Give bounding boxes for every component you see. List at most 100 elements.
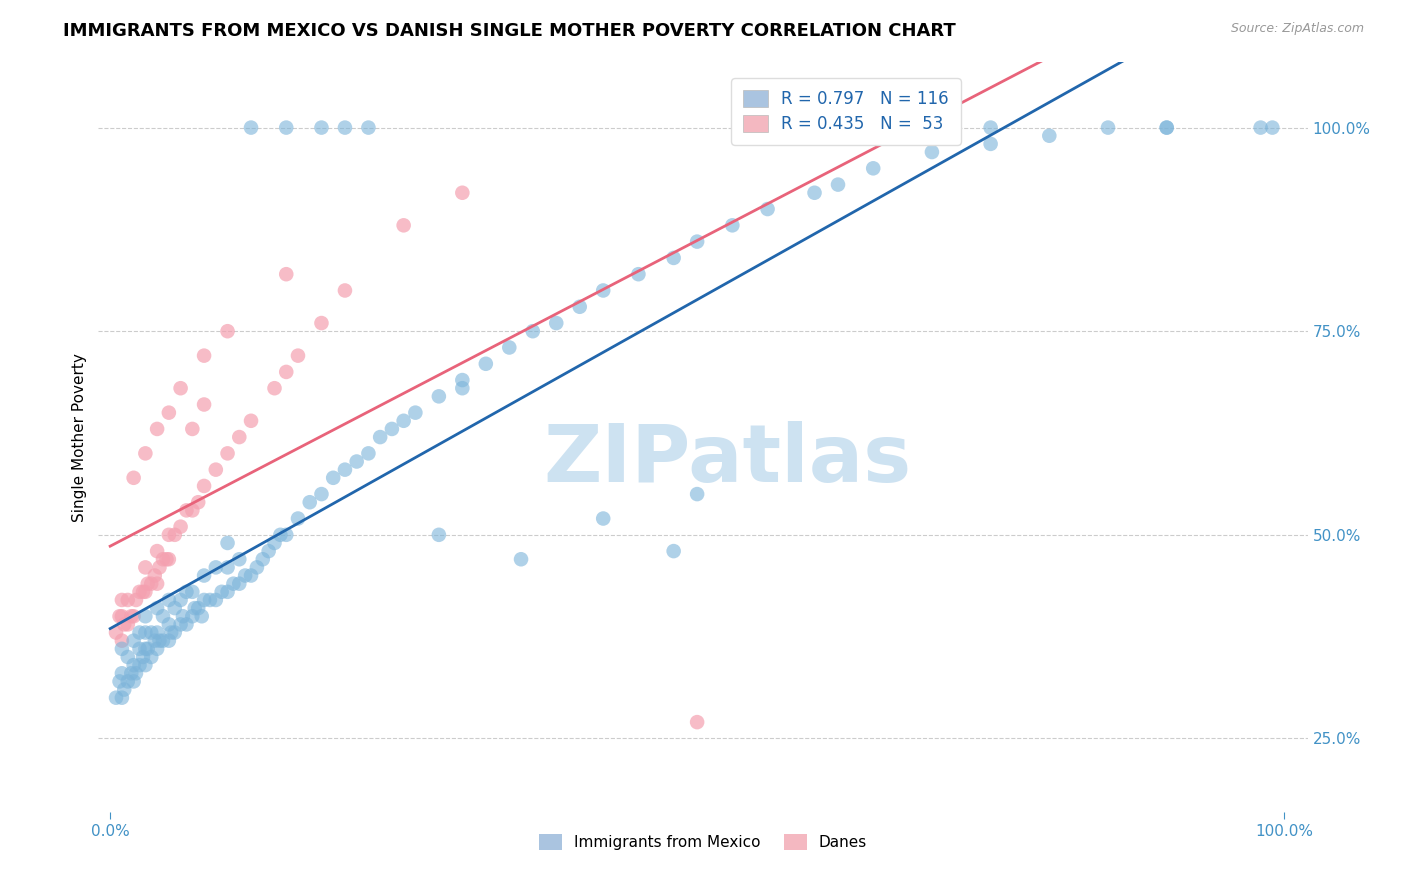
Point bbox=[686, 715, 709, 730]
Point bbox=[498, 341, 520, 355]
Point bbox=[163, 528, 186, 542]
Point bbox=[217, 560, 239, 574]
Point bbox=[1261, 120, 1284, 135]
Point bbox=[141, 650, 163, 665]
Point bbox=[172, 609, 194, 624]
Point bbox=[276, 267, 298, 281]
Point bbox=[745, 120, 768, 135]
Point bbox=[921, 145, 943, 159]
Point bbox=[157, 406, 180, 420]
Point bbox=[146, 576, 169, 591]
Point bbox=[122, 633, 145, 648]
Point bbox=[160, 625, 183, 640]
Point bbox=[522, 324, 544, 338]
Point bbox=[1156, 120, 1178, 135]
Point bbox=[204, 560, 226, 574]
Point bbox=[427, 528, 450, 542]
Point bbox=[217, 324, 239, 338]
Point bbox=[136, 576, 159, 591]
Point bbox=[187, 495, 209, 509]
Point bbox=[198, 593, 221, 607]
Point bbox=[181, 422, 204, 436]
Point bbox=[132, 650, 155, 665]
Point bbox=[157, 528, 180, 542]
Point bbox=[148, 560, 170, 574]
Point bbox=[686, 487, 709, 501]
Point bbox=[157, 633, 180, 648]
Point bbox=[228, 576, 250, 591]
Point bbox=[155, 552, 177, 566]
Point bbox=[169, 381, 191, 395]
Point bbox=[451, 381, 474, 395]
Point bbox=[233, 568, 256, 582]
Point bbox=[510, 552, 533, 566]
Point bbox=[183, 601, 205, 615]
Point bbox=[368, 430, 391, 444]
Point bbox=[287, 511, 309, 525]
Point bbox=[276, 365, 298, 379]
Point bbox=[546, 316, 568, 330]
Point bbox=[108, 674, 131, 689]
Point bbox=[120, 609, 142, 624]
Point bbox=[1038, 128, 1060, 143]
Point bbox=[117, 593, 139, 607]
Point bbox=[311, 487, 333, 501]
Point bbox=[357, 446, 380, 460]
Point bbox=[134, 446, 156, 460]
Point bbox=[228, 430, 250, 444]
Point bbox=[176, 617, 198, 632]
Point bbox=[228, 552, 250, 566]
Point bbox=[157, 552, 180, 566]
Point bbox=[392, 414, 415, 428]
Point bbox=[257, 544, 280, 558]
Point bbox=[111, 609, 134, 624]
Point bbox=[1250, 120, 1272, 135]
Point bbox=[157, 593, 180, 607]
Point bbox=[217, 536, 239, 550]
Point bbox=[427, 389, 450, 403]
Point bbox=[662, 251, 685, 265]
Point bbox=[568, 300, 591, 314]
Point bbox=[204, 593, 226, 607]
Point bbox=[333, 284, 356, 298]
Point bbox=[169, 519, 191, 533]
Point bbox=[125, 666, 148, 681]
Point bbox=[111, 666, 134, 681]
Point bbox=[128, 584, 150, 599]
Point bbox=[217, 446, 239, 460]
Point bbox=[721, 219, 744, 233]
Point bbox=[111, 593, 134, 607]
Point bbox=[276, 528, 298, 542]
Point bbox=[141, 576, 163, 591]
Point bbox=[298, 495, 321, 509]
Point bbox=[128, 625, 150, 640]
Point bbox=[1156, 120, 1178, 135]
Point bbox=[217, 584, 239, 599]
Point bbox=[803, 120, 825, 135]
Point bbox=[193, 349, 215, 363]
Point bbox=[112, 682, 135, 697]
Point bbox=[311, 120, 333, 135]
Point bbox=[146, 625, 169, 640]
Point bbox=[132, 584, 155, 599]
Point bbox=[862, 120, 884, 135]
Point bbox=[128, 641, 150, 656]
Point bbox=[1097, 120, 1119, 135]
Point bbox=[980, 136, 1002, 151]
Point bbox=[152, 633, 174, 648]
Point bbox=[276, 120, 298, 135]
Point bbox=[181, 584, 204, 599]
Point bbox=[592, 284, 614, 298]
Point bbox=[181, 609, 204, 624]
Point bbox=[111, 690, 134, 705]
Point bbox=[246, 560, 269, 574]
Y-axis label: Single Mother Poverty: Single Mother Poverty bbox=[72, 352, 87, 522]
Point bbox=[311, 316, 333, 330]
Point bbox=[112, 617, 135, 632]
Point bbox=[134, 584, 156, 599]
Point bbox=[980, 120, 1002, 135]
Point bbox=[176, 503, 198, 517]
Point bbox=[117, 617, 139, 632]
Point bbox=[211, 584, 233, 599]
Point bbox=[122, 658, 145, 673]
